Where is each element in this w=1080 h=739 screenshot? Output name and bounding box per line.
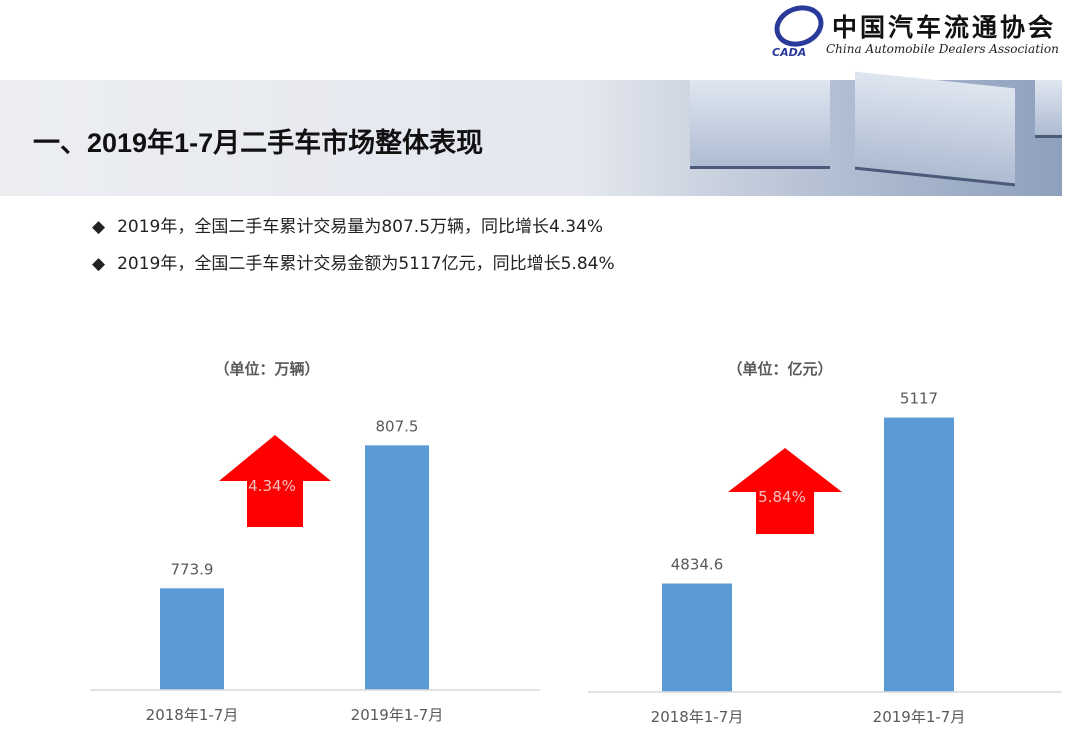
- data-label: 5117: [900, 390, 938, 408]
- data-label: 807.5: [376, 417, 419, 435]
- up-arrow-icon: [728, 448, 842, 534]
- bar: [884, 417, 954, 692]
- bar: [662, 583, 732, 692]
- bar: [365, 445, 429, 690]
- unit-label: （单位：亿元）: [727, 360, 832, 378]
- category-label: 2018年1-7月: [146, 706, 239, 724]
- bullet-item: ◆ 2019年，全国二手车累计交易量为807.5万辆，同比增长4.34%: [92, 212, 603, 237]
- diamond-icon: ◆: [92, 217, 106, 237]
- diamond-icon: ◆: [92, 254, 106, 274]
- data-label: 4834.6: [671, 556, 724, 574]
- bar: [160, 588, 224, 690]
- category-label: 2019年1-7月: [351, 706, 444, 724]
- bullet-item: ◆ 2019年，全国二手车累计交易金额为5117亿元，同比增长5.84%: [92, 249, 615, 274]
- logo: CADA 中国汽车流通协会 China Automobile Dealers A…: [768, 0, 1070, 64]
- logo-name-cn: 中国汽车流通协会: [832, 13, 1057, 42]
- bullet-text: 2019年，全国二手车累计交易金额为5117亿元，同比增长5.84%: [117, 254, 615, 274]
- unit-label: （单位：万辆）: [214, 360, 319, 378]
- page-title: 一、2019年1-7月二手车市场整体表现: [33, 128, 484, 158]
- logo-name-en: China Automobile Dealers Association: [826, 42, 1059, 56]
- decor-cube: [1035, 80, 1062, 138]
- category-label: 2019年1-7月: [873, 708, 966, 726]
- growth-label: 4.34%: [248, 477, 296, 495]
- category-label: 2018年1-7月: [651, 708, 744, 726]
- decor-cube: [690, 80, 830, 169]
- up-arrow-icon: [219, 435, 331, 527]
- data-label: 773.9: [171, 560, 214, 578]
- logo-abbr: CADA: [772, 46, 807, 59]
- growth-label: 5.84%: [758, 488, 806, 506]
- bullet-text: 2019年，全国二手车累计交易量为807.5万辆，同比增长4.34%: [117, 217, 604, 237]
- title-band: [0, 71, 1062, 196]
